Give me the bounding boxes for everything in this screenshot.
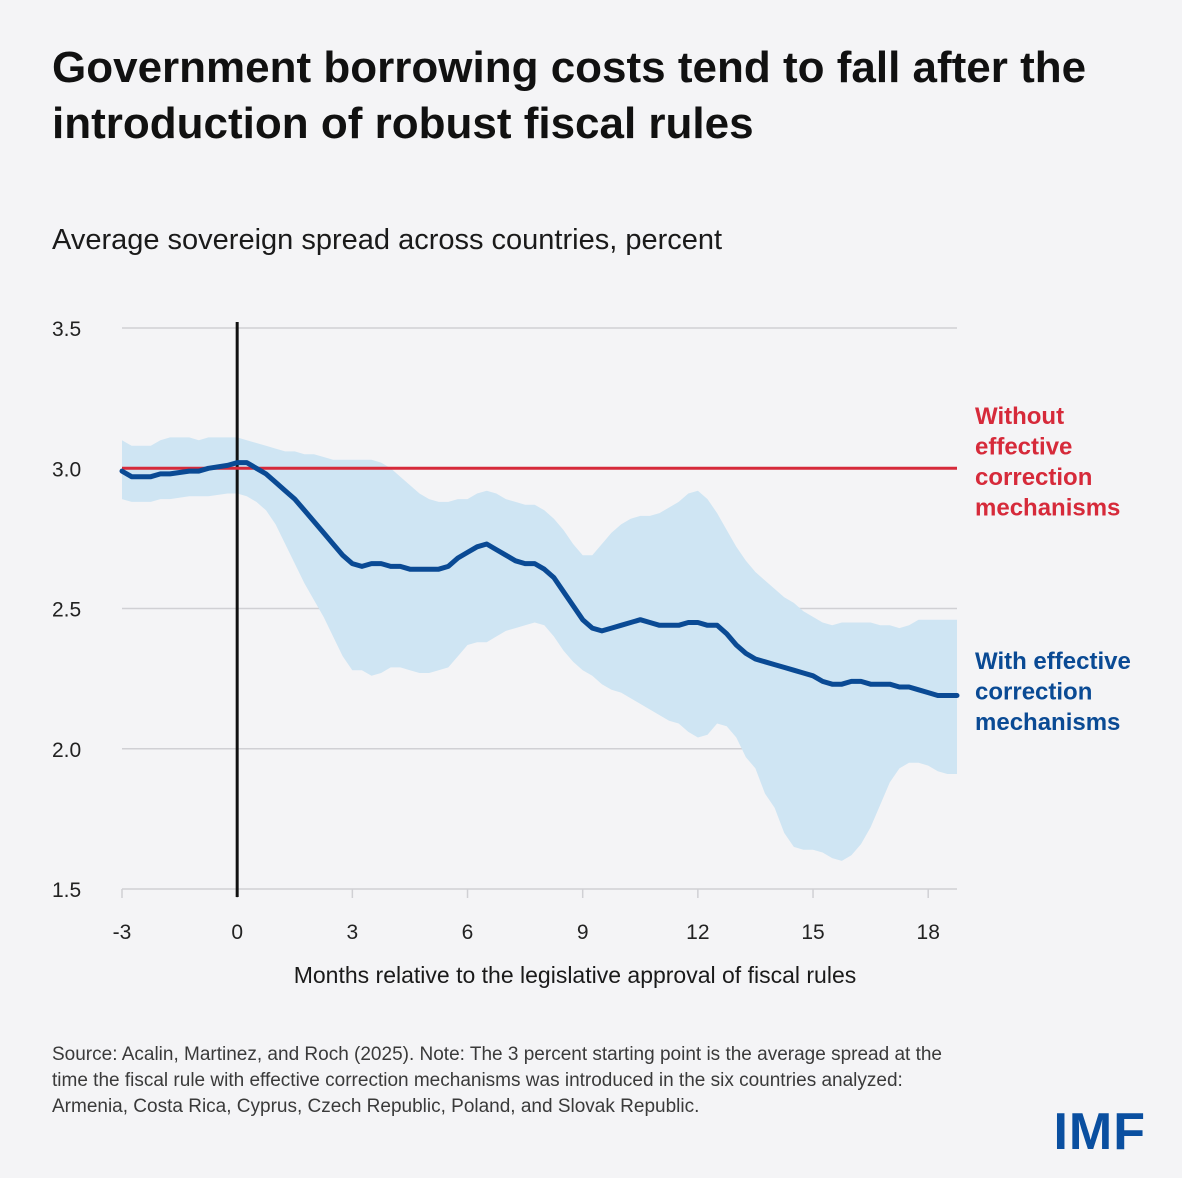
with-series-label: mechanisms	[975, 709, 1120, 736]
y-tick-label: 2.5	[52, 599, 81, 622]
chart-subtitle: Average sovereign spread across countrie…	[52, 224, 723, 256]
x-tick-label: 9	[577, 921, 589, 944]
source-note: Source: Acalin, Martinez, and Roch (2025…	[52, 1044, 942, 1117]
x-axis-label: Months relative to the legislative appro…	[293, 962, 857, 988]
with-series-label: correction	[975, 679, 1092, 706]
x-tick-label: 6	[462, 921, 474, 944]
x-tick-label: 3	[347, 921, 359, 944]
with-series-line	[119, 460, 960, 698]
band-layer	[122, 437, 957, 861]
x-tick-label: 0	[231, 921, 243, 944]
y-tick-label: 3.0	[52, 458, 81, 481]
with-series-label: With effective	[975, 648, 1131, 675]
without-series-label: mechanisms	[975, 495, 1120, 522]
confidence-band	[122, 437, 957, 861]
y-tick-label: 3.5	[52, 318, 81, 341]
without-series-label: correction	[975, 464, 1092, 491]
tick-layer: 1.5 2.0 2.5 3.0 3.5 -3 0 3 6 9 12 15 18	[52, 318, 940, 944]
chart-title: Government borrowing costs tend to fall …	[52, 43, 1087, 148]
y-tick-label: 2.0	[52, 739, 81, 762]
x-tick-label: 18	[917, 921, 940, 944]
x-tick-label: 15	[801, 921, 824, 944]
y-tick-label: 1.5	[52, 879, 81, 902]
x-tick-label: -3	[113, 921, 132, 944]
imf-logo: IMF	[1053, 1103, 1146, 1161]
line-layer	[119, 322, 960, 897]
label-layer: Without effective correction mechanisms With…	[975, 403, 1131, 736]
without-series-label: Without	[975, 403, 1064, 430]
x-tick-label: 12	[686, 921, 709, 944]
without-series-label: effective	[975, 434, 1072, 461]
